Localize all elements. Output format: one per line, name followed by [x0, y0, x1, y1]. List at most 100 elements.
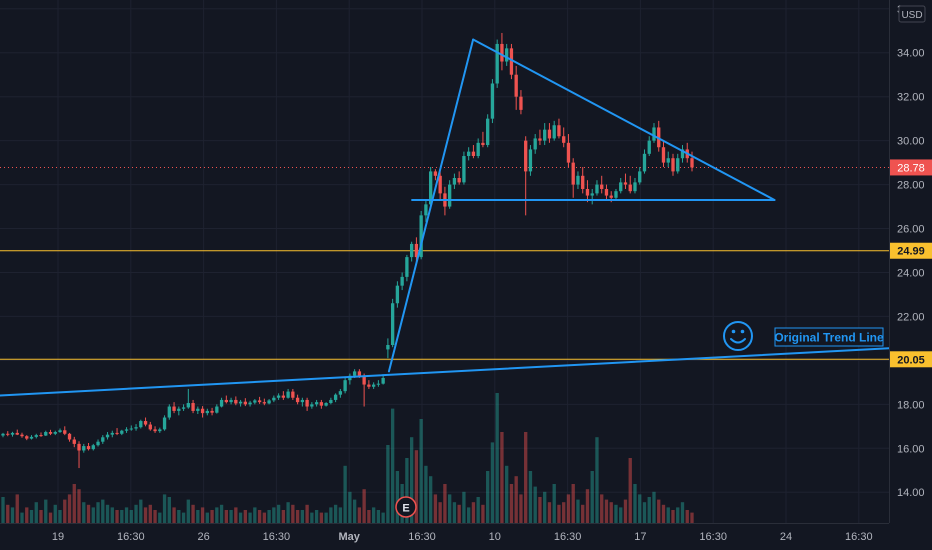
last-price-badge [890, 159, 932, 176]
volume-bar [581, 504, 585, 523]
time-axis[interactable]: 19 16:30 26 16:30 May 16:30 10 16:30 17 16:30 24 16… [0, 523, 889, 544]
candle [424, 199, 428, 222]
breakout-leg[interactable] [387, 38, 475, 373]
volume-bar [409, 437, 414, 523]
time-tick-label: 24 [780, 531, 792, 543]
volume-bar [623, 499, 628, 523]
volume-bar [234, 507, 238, 523]
candle [457, 171, 461, 185]
volume-bar [509, 484, 514, 523]
volume-bar [657, 499, 661, 523]
candle-body [680, 149, 685, 159]
earnings-marker[interactable]: E [395, 496, 417, 518]
volume-bar [428, 476, 433, 523]
volume-bar [338, 507, 343, 523]
volume-bar [63, 499, 67, 523]
candle [248, 400, 252, 407]
candle [543, 123, 547, 146]
candle [562, 127, 566, 148]
candle [134, 424, 138, 431]
candle-body [243, 401, 248, 405]
volume-bar [528, 471, 533, 523]
earnings-marker-label: E [402, 503, 409, 515]
candle-body [619, 182, 623, 192]
volume-bar [419, 419, 423, 523]
volume-bar [352, 499, 357, 523]
candle-body [642, 153, 647, 172]
currency-label: USD [901, 10, 922, 21]
time-tick-label: 16:30 [699, 531, 727, 543]
candle-body [524, 140, 528, 172]
volume-bar [329, 507, 333, 523]
volume-bar [486, 471, 490, 523]
volume-bar [186, 499, 190, 523]
candle [167, 404, 171, 420]
volume-bar [181, 512, 186, 523]
candle [409, 241, 414, 262]
candle [552, 120, 556, 141]
candle [234, 396, 238, 406]
candle-body [238, 401, 243, 404]
smiley-face-icon[interactable] [723, 321, 753, 351]
candle-body [690, 158, 694, 168]
candle-body [291, 391, 295, 398]
candle [547, 123, 552, 143]
volume-bar [447, 494, 452, 523]
candle-body [96, 441, 100, 446]
volume-bar [115, 510, 119, 523]
candle-body [376, 383, 381, 385]
candle-body [428, 171, 433, 205]
volume-bar [91, 507, 95, 523]
candle-body [129, 428, 133, 430]
candle-body [348, 375, 352, 381]
candle-body [77, 443, 81, 451]
currency-badge[interactable]: USD [898, 5, 926, 23]
descending-triangle-top[interactable] [472, 38, 776, 201]
volume-bar [319, 512, 324, 523]
candle-body [409, 243, 414, 258]
volume-bar [200, 507, 205, 523]
candle-body [300, 399, 305, 403]
candle-body [319, 402, 324, 406]
volume-bar [609, 502, 613, 523]
candle [276, 393, 281, 400]
grid [0, 0, 889, 523]
candle-body [167, 406, 171, 418]
candle [419, 210, 423, 260]
candle-body [557, 125, 561, 137]
candle [105, 432, 110, 440]
trend-line-drawings[interactable] [0, 38, 890, 397]
price-tick-label: 26.00 [897, 224, 925, 236]
volume-bar [357, 507, 362, 523]
original-trend-line[interactable] [0, 347, 890, 397]
volume-bar [253, 507, 257, 523]
candle-body [262, 402, 267, 404]
candle [82, 443, 86, 453]
candle-body [20, 434, 24, 437]
price-tick-label: 18.00 [897, 399, 925, 411]
candle-body [139, 421, 143, 428]
candle [438, 171, 442, 200]
volume-bar [48, 512, 53, 523]
volume-bar [286, 502, 290, 523]
candle-body [39, 435, 43, 437]
volume-bar [647, 497, 651, 523]
volume-bar [177, 510, 181, 523]
volume-bar [476, 497, 480, 523]
volume-bar [281, 510, 286, 523]
candle-body [386, 345, 390, 350]
candle-body [124, 429, 129, 431]
candle [120, 429, 124, 436]
time-tick-label: 10 [489, 531, 501, 543]
annotation-label-box[interactable]: Original Trend Line [774, 327, 884, 347]
time-tick-label: 16:30 [845, 531, 873, 543]
candle [110, 430, 114, 438]
volume-bar [543, 491, 547, 523]
candle-body [576, 175, 580, 185]
volume-bar [6, 504, 10, 523]
candle [48, 429, 53, 436]
candle [371, 382, 376, 389]
volume-bar [324, 512, 328, 523]
